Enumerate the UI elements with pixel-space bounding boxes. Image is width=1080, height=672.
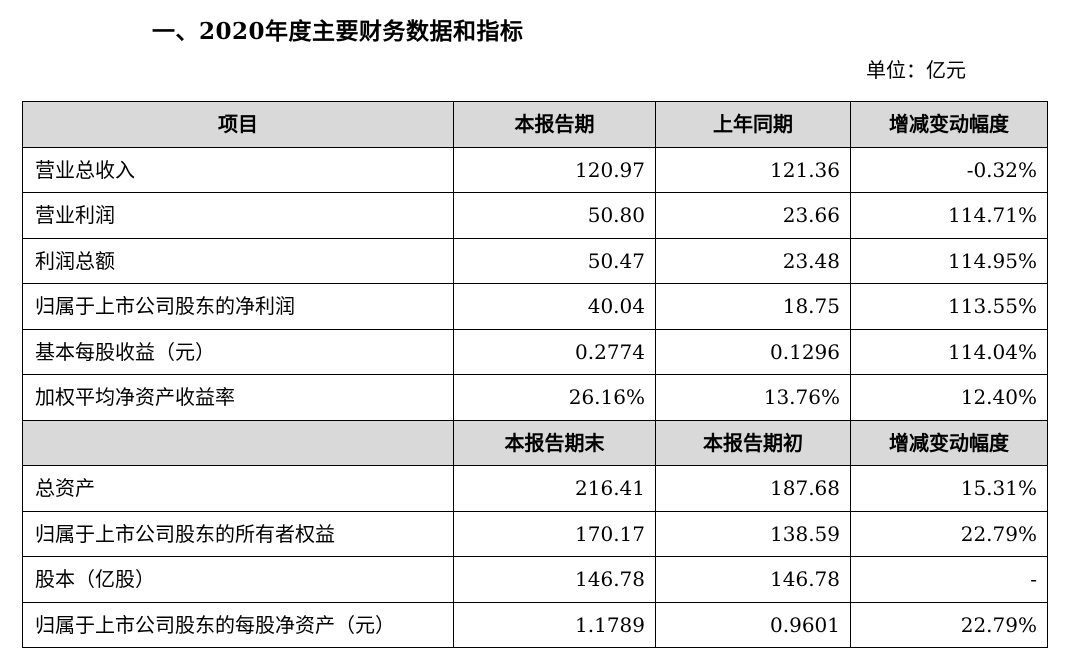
subheader-blank bbox=[22, 419, 454, 466]
table-header-row: 项目 本报告期 上年同期 增减变动幅度 bbox=[22, 101, 1048, 148]
table-row: 归属于上市公司股东的每股净资产（元） 1.1789 0.9601 22.79% bbox=[22, 601, 1048, 648]
period-start-value: 146.78 bbox=[655, 556, 851, 603]
row-label: 利润总额 bbox=[22, 237, 454, 284]
period-end-value: 1.1789 bbox=[453, 601, 656, 648]
table-row: 利润总额 50.47 23.48 114.95% bbox=[22, 237, 1048, 284]
subheader-period-start: 本报告期初 bbox=[655, 419, 851, 466]
period-end-value: 146.78 bbox=[453, 556, 656, 603]
current-value: 120.97 bbox=[453, 146, 656, 193]
current-value: 50.80 bbox=[453, 192, 656, 239]
current-value: 26.16% bbox=[453, 374, 656, 421]
subheader-period-end: 本报告期末 bbox=[453, 419, 656, 466]
prior-value: 23.66 bbox=[655, 192, 851, 239]
table-row: 营业总收入 120.97 121.36 -0.32% bbox=[22, 146, 1048, 193]
prior-value: 23.48 bbox=[655, 237, 851, 284]
row-label: 总资产 bbox=[22, 465, 454, 512]
row-label: 归属于上市公司股东的净利润 bbox=[22, 283, 454, 330]
header-prior-period: 上年同期 bbox=[655, 101, 851, 148]
financial-data-table: 项目 本报告期 上年同期 增减变动幅度 营业总收入 120.97 121.36 … bbox=[22, 101, 1048, 648]
period-end-value: 170.17 bbox=[453, 510, 656, 557]
current-value: 40.04 bbox=[453, 283, 656, 330]
table-row: 加权平均净资产收益率 26.16% 13.76% 12.40% bbox=[22, 374, 1048, 421]
row-label: 归属于上市公司股东的每股净资产（元） bbox=[22, 601, 454, 648]
row-label: 加权平均净资产收益率 bbox=[22, 374, 454, 421]
period-start-value: 0.9601 bbox=[655, 601, 851, 648]
header-item: 项目 bbox=[22, 101, 454, 148]
prior-value: 13.76% bbox=[655, 374, 851, 421]
table-row: 总资产 216.41 187.68 15.31% bbox=[22, 465, 1048, 512]
header-change: 增减变动幅度 bbox=[850, 101, 1048, 148]
row-label: 股本（亿股） bbox=[22, 556, 454, 603]
change-value: 113.55% bbox=[850, 283, 1048, 330]
change-value: -0.32% bbox=[850, 146, 1048, 193]
table-row: 归属于上市公司股东的净利润 40.04 18.75 113.55% bbox=[22, 283, 1048, 330]
table-row: 股本（亿股） 146.78 146.78 - bbox=[22, 556, 1048, 603]
change-value: 15.31% bbox=[850, 465, 1048, 512]
prior-value: 18.75 bbox=[655, 283, 851, 330]
change-value: 114.04% bbox=[850, 328, 1048, 375]
change-value: 22.79% bbox=[850, 510, 1048, 557]
row-label: 营业利润 bbox=[22, 192, 454, 239]
change-value: 114.95% bbox=[850, 237, 1048, 284]
change-value: - bbox=[850, 556, 1048, 603]
row-label: 营业总收入 bbox=[22, 146, 454, 193]
prior-value: 0.1296 bbox=[655, 328, 851, 375]
change-value: 12.40% bbox=[850, 374, 1048, 421]
table-row: 基本每股收益（元） 0.2774 0.1296 114.04% bbox=[22, 328, 1048, 375]
current-value: 0.2774 bbox=[453, 328, 656, 375]
change-value: 22.79% bbox=[850, 601, 1048, 648]
table-row: 归属于上市公司股东的所有者权益 170.17 138.59 22.79% bbox=[22, 510, 1048, 557]
current-value: 50.47 bbox=[453, 237, 656, 284]
row-label: 归属于上市公司股东的所有者权益 bbox=[22, 510, 454, 557]
prior-value: 121.36 bbox=[655, 146, 851, 193]
table-subheader-row: 本报告期末 本报告期初 增减变动幅度 bbox=[22, 419, 1048, 466]
row-label: 基本每股收益（元） bbox=[22, 328, 454, 375]
unit-label: 单位：亿元 bbox=[866, 58, 966, 82]
section-title: 一、2020年度主要财务数据和指标 bbox=[152, 18, 524, 45]
subheader-change: 增减变动幅度 bbox=[850, 419, 1048, 466]
change-value: 114.71% bbox=[850, 192, 1048, 239]
period-end-value: 216.41 bbox=[453, 465, 656, 512]
period-start-value: 138.59 bbox=[655, 510, 851, 557]
period-start-value: 187.68 bbox=[655, 465, 851, 512]
table-row: 营业利润 50.80 23.66 114.71% bbox=[22, 192, 1048, 239]
header-current-period: 本报告期 bbox=[453, 101, 656, 148]
